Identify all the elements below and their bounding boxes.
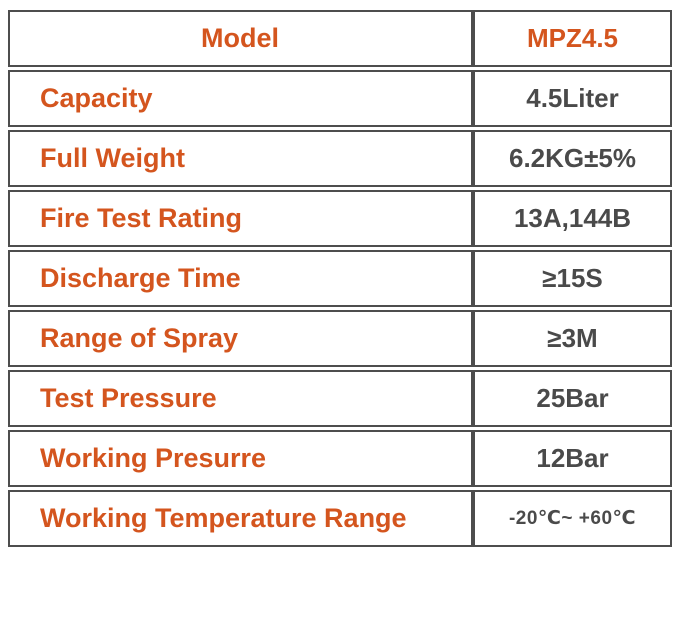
table-row-capacity: Capacity 4.5Liter [8, 70, 672, 127]
spec-label-working-temperature-range: Working Temperature Range [8, 490, 473, 547]
spec-value-fire-test-rating: 13A,144B [473, 190, 672, 247]
spec-value-discharge-time: ≥15S [473, 250, 672, 307]
spec-label-model: Model [8, 10, 473, 67]
spec-label-working-pressure: Working Presurre [8, 430, 473, 487]
spec-label-full-weight: Full Weight [8, 130, 473, 187]
table-row-model: Model MPZ4.5 [8, 10, 672, 67]
spec-label-discharge-time: Discharge Time [8, 250, 473, 307]
spec-value-test-pressure: 25Bar [473, 370, 672, 427]
spec-table-body: Model MPZ4.5 Capacity 4.5Liter Full Weig… [8, 10, 672, 547]
spec-label-test-pressure: Test Pressure [8, 370, 473, 427]
table-row-test-pressure: Test Pressure 25Bar [8, 370, 672, 427]
spec-label-capacity: Capacity [8, 70, 473, 127]
spec-value-working-temperature-range: -20℃~ +60℃ [473, 490, 672, 547]
spec-label-range-of-spray: Range of Spray [8, 310, 473, 367]
table-row-fire-test-rating: Fire Test Rating 13A,144B [8, 190, 672, 247]
table-row-full-weight: Full Weight 6.2KG±5% [8, 130, 672, 187]
spec-value-full-weight: 6.2KG±5% [473, 130, 672, 187]
spec-value-model: MPZ4.5 [473, 10, 672, 67]
table-row-working-temperature-range: Working Temperature Range -20℃~ +60℃ [8, 490, 672, 547]
spec-value-range-of-spray: ≥3M [473, 310, 672, 367]
table-row-range-of-spray: Range of Spray ≥3M [8, 310, 672, 367]
table-row-working-pressure: Working Presurre 12Bar [8, 430, 672, 487]
spec-label-fire-test-rating: Fire Test Rating [8, 190, 473, 247]
spec-table: Model MPZ4.5 Capacity 4.5Liter Full Weig… [8, 7, 672, 550]
spec-value-working-pressure: 12Bar [473, 430, 672, 487]
table-row-discharge-time: Discharge Time ≥15S [8, 250, 672, 307]
spec-value-capacity: 4.5Liter [473, 70, 672, 127]
